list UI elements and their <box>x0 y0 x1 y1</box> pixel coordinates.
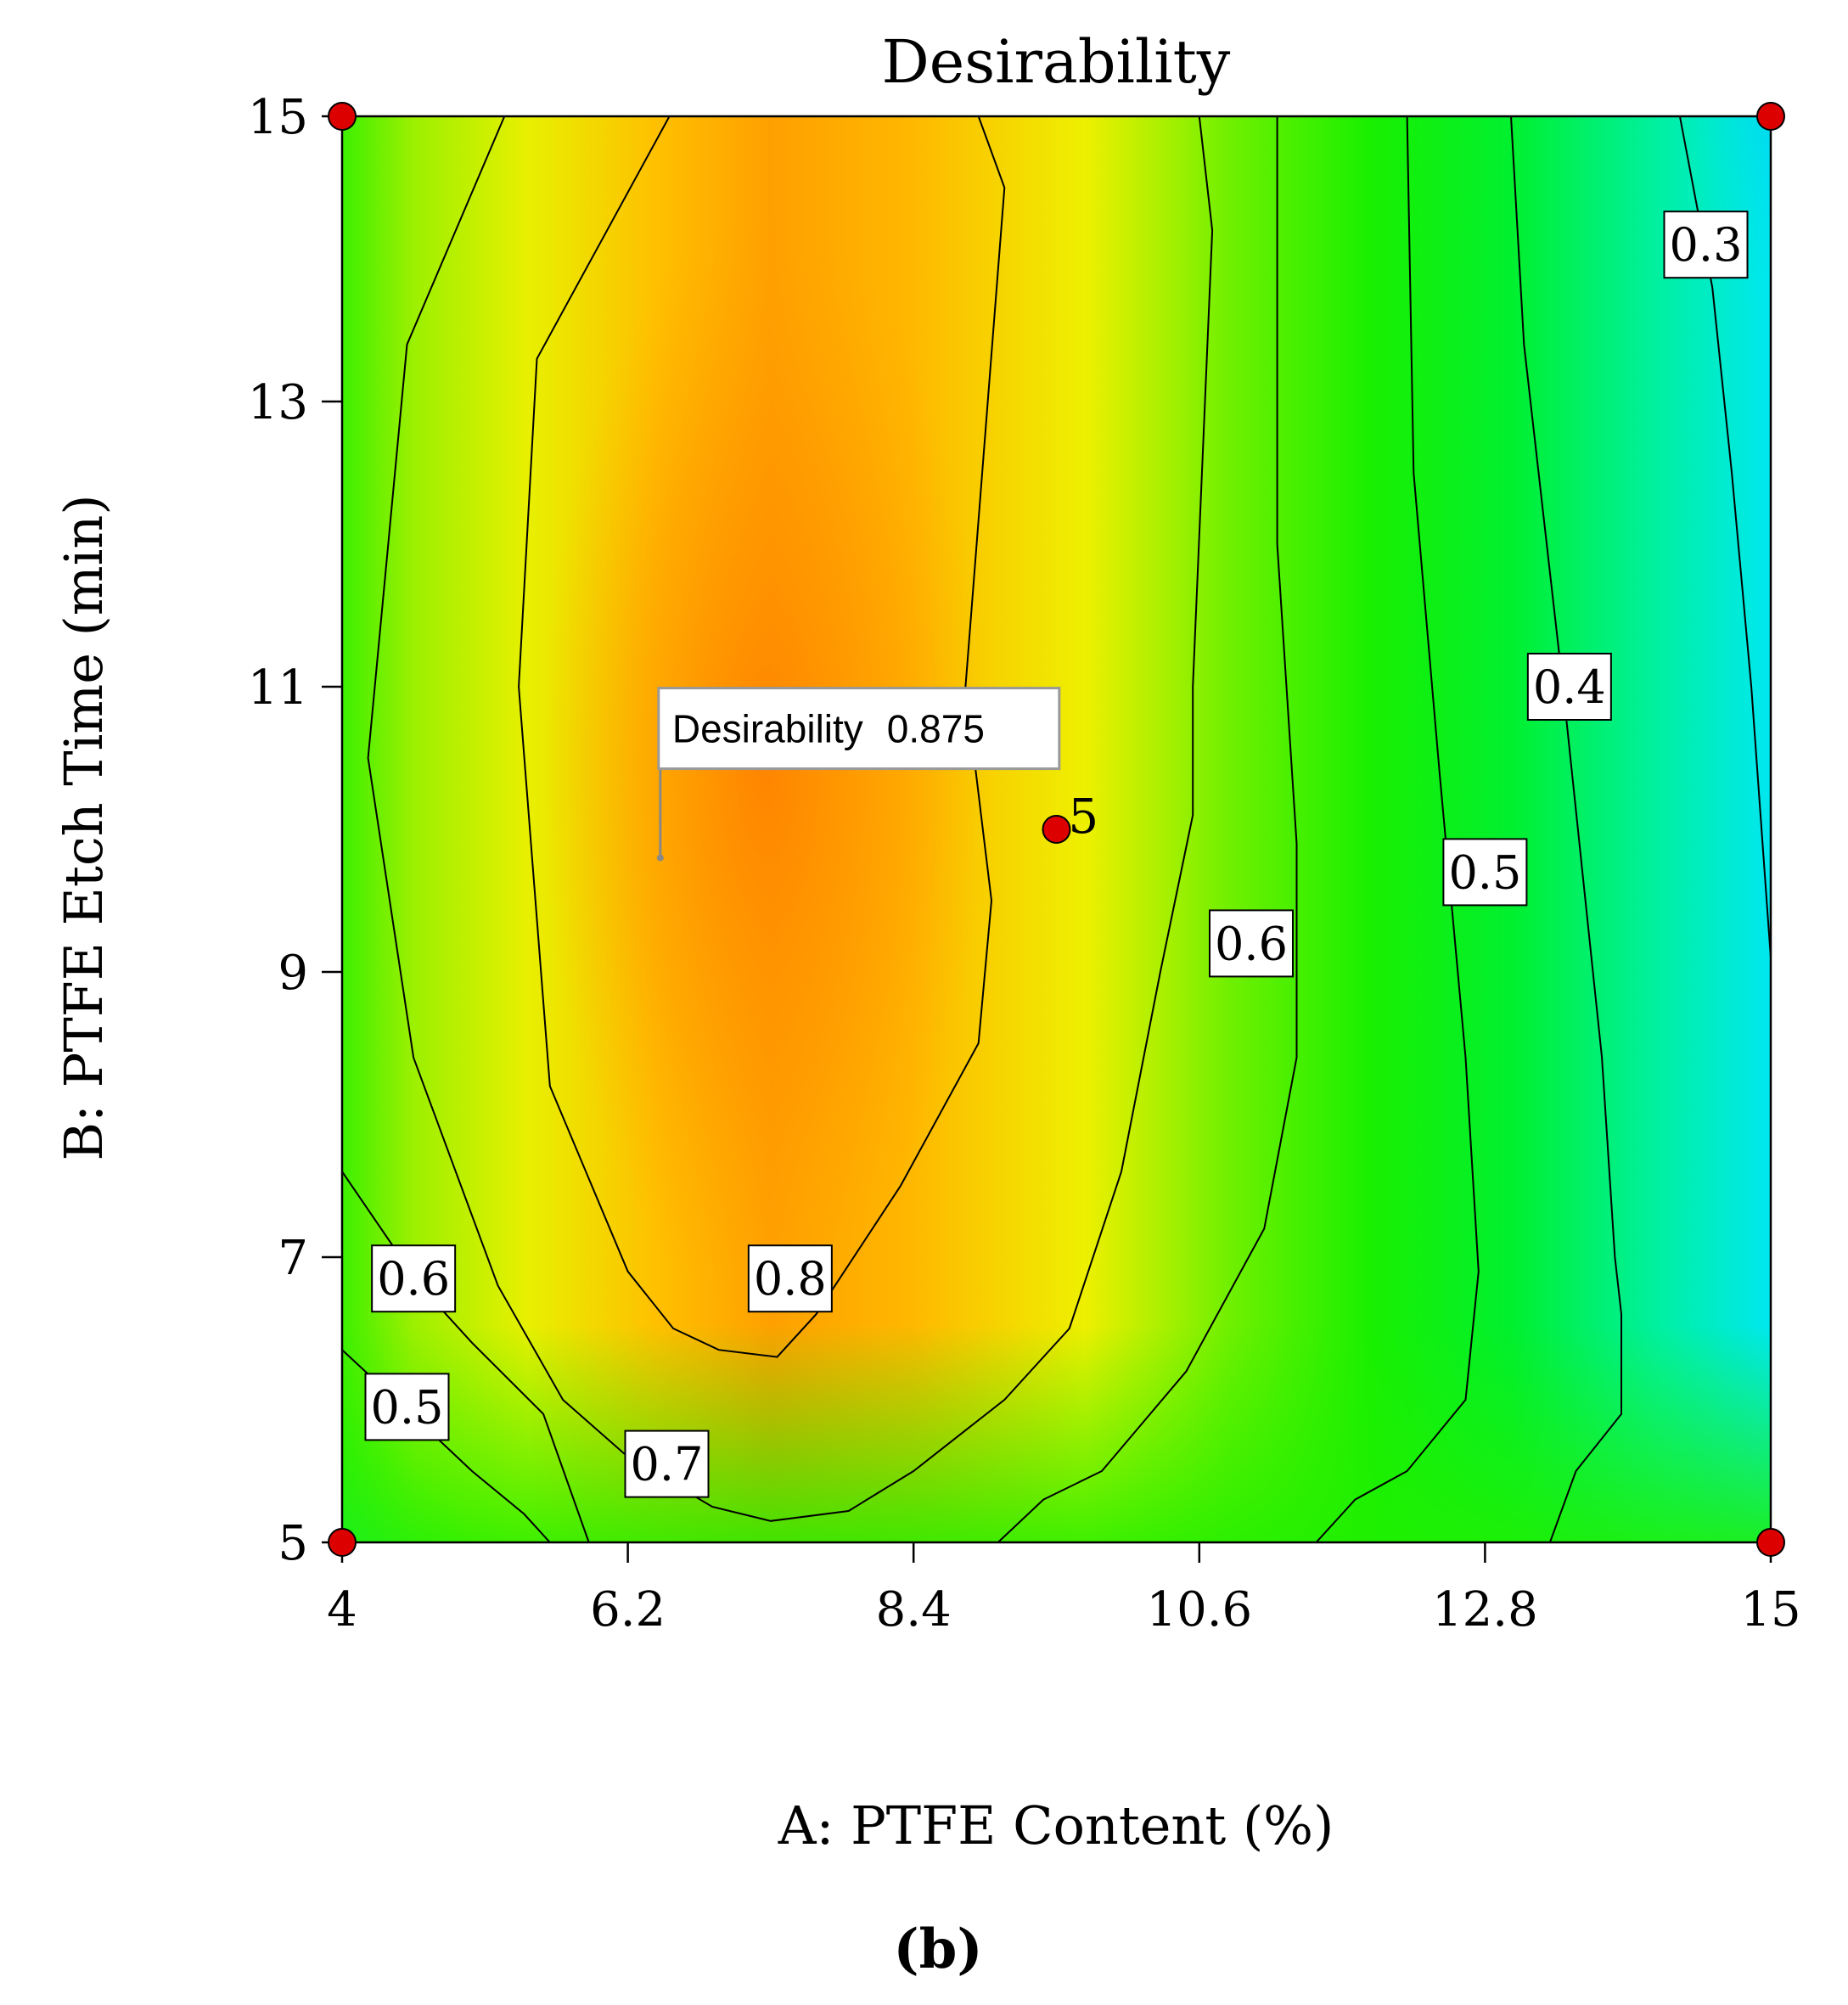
flag-value: 0.875 <box>887 707 985 751</box>
contour-label-text: 0.8 <box>754 1252 827 1306</box>
y-tick-label: 7 <box>278 1231 308 1286</box>
panel-label: (b) <box>893 1918 982 1981</box>
contour-label-0-6: 0.6 <box>371 1244 457 1313</box>
heatmap-surface <box>342 116 1771 1542</box>
contour-label-text: 0.5 <box>1448 845 1521 899</box>
contour-label-text: 0.5 <box>371 1380 444 1434</box>
contour-label-text: 0.6 <box>377 1252 450 1306</box>
design-point-1 <box>1756 102 1785 131</box>
contour-label-box <box>1209 909 1294 978</box>
contour-labels: 0.3 0.4 0.5 0.6 0.8 0.7 0.6 0.5 <box>364 211 1749 1498</box>
x-tick-label: 8.4 <box>876 1582 952 1637</box>
y-axis-title: B: PTFE Etch Time (min) <box>53 494 115 1160</box>
x-tick-label: 12.8 <box>1432 1582 1538 1637</box>
design-point-label: 5 <box>1069 789 1099 845</box>
desirability-flag: Desirability 0.875 <box>656 687 1061 862</box>
x-tick-label: 6.2 <box>590 1582 666 1637</box>
x-tick-label: 15 <box>1740 1582 1800 1637</box>
y-tick-label: 15 <box>248 90 308 145</box>
contour-label-box <box>747 1244 833 1313</box>
chart-title: Desirability <box>882 27 1231 97</box>
contour-line-0-5-3 <box>1315 116 1480 1542</box>
axes: 4 6.2 8.4 10.6 12.8 15 5 7 9 11 13 15 <box>248 90 1801 1637</box>
panel-label-open: ( <box>893 1918 918 1981</box>
design-points: 5 <box>328 102 1785 1557</box>
contour-label-text: 0.3 <box>1670 218 1743 272</box>
design-point-0 <box>328 102 357 131</box>
contour-label-box <box>371 1244 457 1313</box>
contour-label-box <box>624 1429 710 1498</box>
x-axis-title: A: PTFE Content (%) <box>778 1794 1334 1856</box>
contour-label-0-4: 0.4 <box>1526 653 1612 721</box>
contour-label-0-7: 0.7 <box>624 1429 710 1498</box>
contour-label-box <box>1526 653 1612 721</box>
contour-line-0-4-4 <box>1510 116 1622 1542</box>
flag-text: Desirability 0.875 <box>672 707 985 751</box>
panel-label-close: ) <box>957 1918 982 1981</box>
contour-line-0-7-1 <box>367 116 1214 1522</box>
contour-label-text: 0.4 <box>1533 660 1606 714</box>
contour-label-0-5: 0.5 <box>1442 838 1528 907</box>
y-tick-label: 11 <box>248 660 308 716</box>
plot-frame <box>340 115 1772 1544</box>
contour-label-box <box>1442 838 1528 907</box>
contour-label-box <box>364 1373 450 1441</box>
flag-box <box>657 687 1061 771</box>
y-tick-label: 13 <box>248 375 308 430</box>
panel-label-letter: b <box>919 1918 958 1981</box>
x-tick-label: 4 <box>327 1582 357 1637</box>
contour-label-0-3: 0.3 <box>1663 211 1749 279</box>
contour-label-0-8: 0.8 <box>747 1244 833 1313</box>
contour-label-text: 0.7 <box>631 1438 704 1491</box>
contour-label-0-5: 0.5 <box>364 1373 450 1441</box>
y-tick-label: 5 <box>278 1516 308 1571</box>
design-point-4 <box>1042 815 1071 844</box>
contour-line-0-6-2 <box>997 116 1298 1542</box>
x-tick-label: 10.6 <box>1146 1582 1252 1637</box>
contour-label-0-6: 0.6 <box>1209 909 1294 978</box>
design-point-2 <box>328 1528 357 1557</box>
flag-anchor <box>656 854 664 862</box>
contour-label-box <box>1663 211 1749 279</box>
design-point-3 <box>1756 1528 1785 1557</box>
contour-label-text: 0.6 <box>1215 917 1288 970</box>
flag-label: Desirability <box>672 707 863 751</box>
y-tick-label: 9 <box>278 946 308 1001</box>
